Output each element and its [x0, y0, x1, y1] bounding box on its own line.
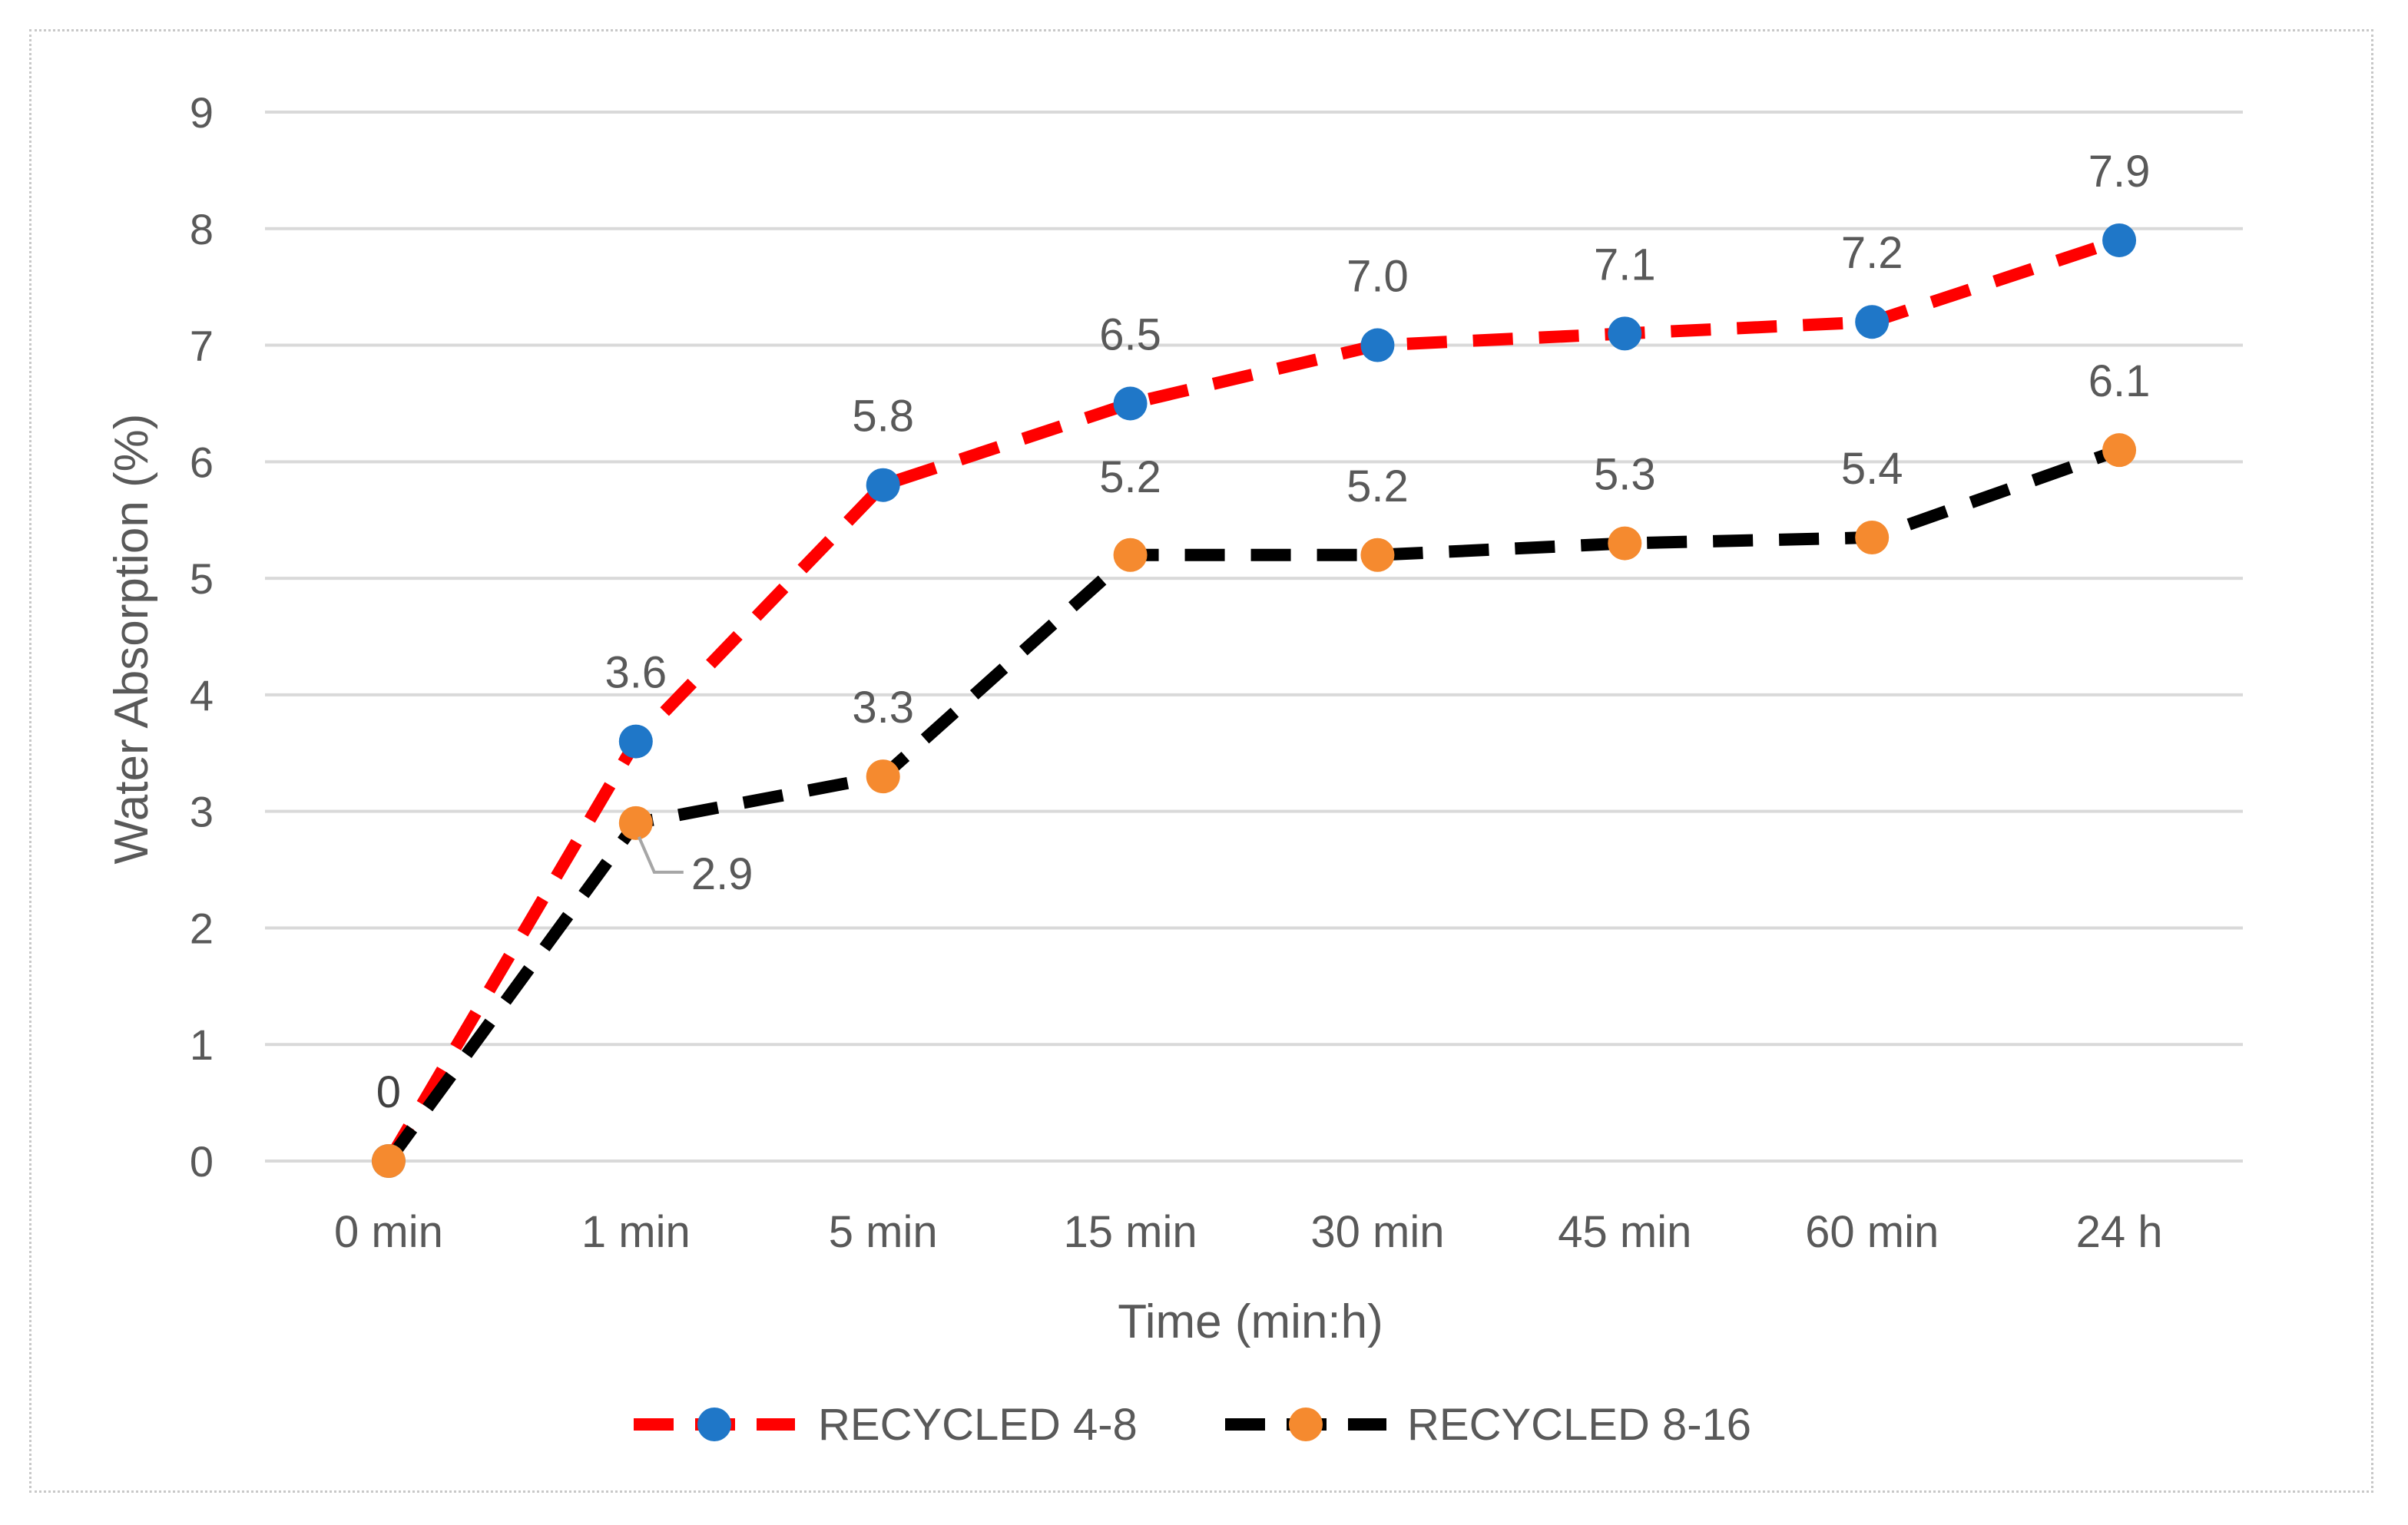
x-tick-label: 15 min [1064, 1207, 1197, 1257]
data-label: 3.3 [852, 683, 914, 733]
x-axis-title: Time (min:h) [1118, 1295, 1383, 1348]
y-tick-label: 1 [190, 1021, 214, 1069]
data-label: 5.8 [852, 392, 914, 442]
data-label: 7.1 [1594, 240, 1656, 289]
data-point [866, 468, 900, 502]
data-point [1360, 328, 1395, 362]
y-tick-label: 6 [190, 438, 214, 486]
data-point [1113, 386, 1148, 421]
data-point [2102, 433, 2137, 468]
y-tick-label: 3 [190, 788, 214, 836]
x-tick-label: 1 min [581, 1207, 691, 1257]
data-label: 2.9 [691, 849, 754, 899]
data-point [1360, 538, 1395, 572]
data-label: 5.3 [1594, 450, 1656, 500]
y-tick-label: 4 [190, 671, 214, 719]
y-tick-label: 9 [190, 88, 214, 137]
legend-label: RECYCLED 8-16 [1407, 1400, 1751, 1450]
y-tick-label: 5 [190, 554, 214, 603]
y-tick-label: 7 [190, 322, 214, 370]
chart-frame [29, 29, 2373, 1493]
data-point [1855, 520, 1890, 554]
x-tick-label: 30 min [1310, 1207, 1444, 1257]
data-label: 7.0 [1346, 252, 1409, 302]
y-tick-label: 8 [190, 205, 214, 253]
data-point [1608, 526, 1642, 561]
legend-marker [697, 1408, 731, 1441]
data-point [2102, 223, 2137, 257]
data-point [371, 1144, 406, 1178]
leader-line [637, 836, 684, 874]
series-line [383, 444, 2121, 1165]
x-tick-label: 24 h [2076, 1207, 2163, 1257]
data-label: 3.6 [604, 648, 667, 698]
y-axis-title: Water Absorption (%) [105, 414, 158, 865]
y-tick-label: 0 [190, 1137, 214, 1186]
data-label: 6.5 [1099, 309, 1161, 359]
data-label: 0 [376, 1067, 401, 1117]
data-point [618, 806, 653, 840]
x-tick-label: 45 min [1558, 1207, 1691, 1257]
y-tick-label: 2 [190, 904, 214, 952]
x-tick-label: 5 min [829, 1207, 938, 1257]
data-label: 7.9 [2088, 147, 2151, 197]
data-point [1608, 316, 1642, 351]
series-line [383, 234, 2121, 1165]
legend: RECYCLED 4-8 RECYCLED 8-16 [634, 1400, 1751, 1450]
data-point [866, 759, 900, 794]
data-label: 5.2 [1346, 461, 1409, 511]
data-point [1855, 305, 1890, 339]
data-point [618, 724, 653, 759]
data-label: 5.2 [1099, 452, 1161, 502]
x-tick-label: 60 min [1805, 1207, 1939, 1257]
legend-marker [1289, 1408, 1323, 1441]
data-label: 6.1 [2088, 356, 2151, 406]
data-point [1113, 538, 1148, 572]
data-label: 7.2 [1841, 228, 1903, 278]
legend-label: RECYCLED 4-8 [818, 1400, 1138, 1450]
x-tick-label: 0 min [334, 1207, 443, 1257]
data-label: 5.4 [1841, 444, 1903, 494]
